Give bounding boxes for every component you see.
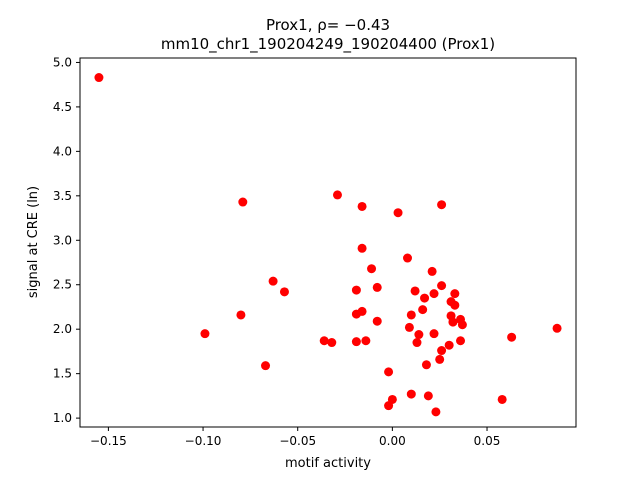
data-point xyxy=(427,266,437,276)
data-point xyxy=(351,337,361,347)
data-point xyxy=(457,320,467,330)
data-point xyxy=(357,243,367,253)
data-point xyxy=(384,401,394,411)
data-point xyxy=(437,346,447,356)
data-point xyxy=(412,338,422,348)
data-point xyxy=(420,293,430,303)
data-point xyxy=(444,340,454,350)
data-point xyxy=(357,306,367,316)
y-tick-label: 4.0 xyxy=(53,144,72,158)
points-layer xyxy=(94,73,562,417)
chart-title-line1: Prox1, ρ= −0.43 xyxy=(266,16,390,34)
y-axis: 1.0 1.5 2.0 2.5 3.0 3.5 4.0 4.5 5.0 xyxy=(53,55,80,425)
data-point xyxy=(552,323,562,333)
data-point xyxy=(327,338,337,348)
data-point xyxy=(393,208,403,218)
data-point xyxy=(372,282,382,292)
data-point xyxy=(429,289,439,299)
data-point xyxy=(403,253,413,263)
data-point xyxy=(351,285,361,295)
y-tick-label: 2.5 xyxy=(53,278,72,292)
data-point xyxy=(456,336,466,346)
data-point xyxy=(406,310,416,320)
x-tick-label: −0.15 xyxy=(90,434,127,448)
data-point xyxy=(384,367,394,377)
data-point xyxy=(238,197,248,207)
data-point xyxy=(418,305,428,315)
data-point xyxy=(448,317,458,327)
data-point xyxy=(319,336,329,346)
data-point xyxy=(279,287,289,297)
data-point xyxy=(414,330,424,340)
y-tick-label: 5.0 xyxy=(53,55,72,69)
data-point xyxy=(437,200,447,210)
y-tick-label: 4.5 xyxy=(53,100,72,114)
data-point xyxy=(423,391,433,401)
data-point xyxy=(406,389,416,399)
y-tick-label: 1.0 xyxy=(53,411,72,425)
data-point xyxy=(261,361,271,371)
data-point xyxy=(437,281,447,291)
chart-title-line2: mm10_chr1_190204249_190204400 (Prox1) xyxy=(161,35,495,54)
data-point xyxy=(429,329,439,339)
data-point xyxy=(332,190,342,200)
y-tick-label: 2.0 xyxy=(53,322,72,336)
y-tick-label: 3.5 xyxy=(53,189,72,203)
x-axis: −0.15 −0.10 −0.05 0.00 0.05 xyxy=(90,427,500,448)
x-tick-label: −0.10 xyxy=(185,434,222,448)
data-point xyxy=(507,332,517,342)
data-point xyxy=(450,289,460,299)
data-point xyxy=(372,316,382,326)
data-point xyxy=(357,201,367,211)
data-point xyxy=(450,300,460,310)
data-point xyxy=(200,329,210,339)
plot-frame xyxy=(79,57,577,428)
data-point xyxy=(268,276,278,286)
y-tick-label: 1.5 xyxy=(53,367,72,381)
y-tick-label: 3.0 xyxy=(53,233,72,247)
x-tick-label: −0.05 xyxy=(279,434,316,448)
data-point xyxy=(421,360,431,370)
data-point xyxy=(236,310,246,320)
x-axis-label: motif activity xyxy=(285,456,371,471)
x-tick-label: 0.00 xyxy=(379,434,406,448)
y-axis-label: signal at CRE (ln) xyxy=(26,186,41,298)
x-tick-label: 0.05 xyxy=(474,434,501,448)
data-point xyxy=(497,394,507,404)
data-point xyxy=(435,354,445,364)
data-point xyxy=(431,407,441,417)
data-point xyxy=(361,336,371,346)
data-point xyxy=(410,286,420,296)
data-point xyxy=(404,322,414,332)
data-point xyxy=(94,73,104,83)
data-point xyxy=(367,264,377,274)
